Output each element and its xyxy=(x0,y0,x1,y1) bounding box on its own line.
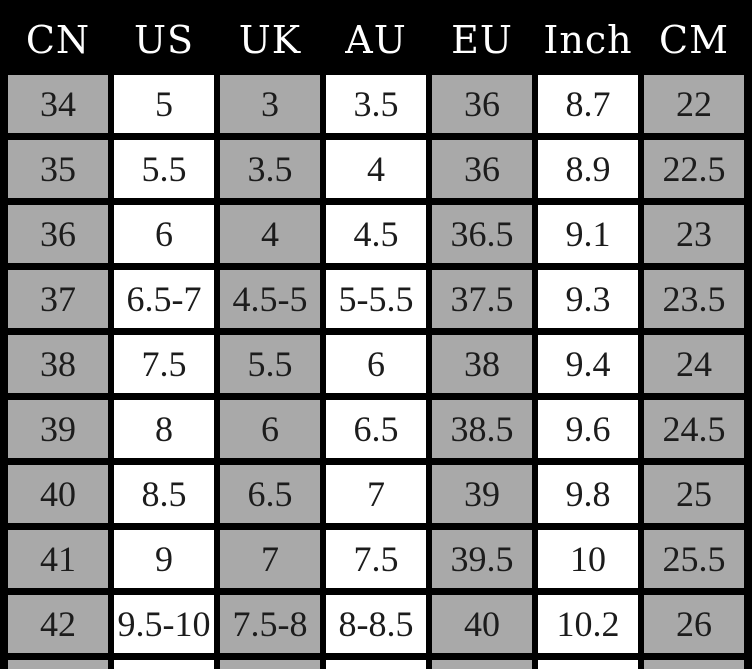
table-cell: 6 xyxy=(220,400,320,458)
table-cell: 38 xyxy=(432,335,532,393)
table-cell: 39 xyxy=(432,465,532,523)
table-cell-partial xyxy=(8,660,108,669)
table-cell: 3.5 xyxy=(326,75,426,133)
table-cell: 5.5 xyxy=(114,140,214,198)
table-cell: 34 xyxy=(8,75,108,133)
table-cell-partial xyxy=(326,660,426,669)
column-header-cn: CN xyxy=(25,18,91,62)
table-cell: 6 xyxy=(114,205,214,263)
table-cell: 7 xyxy=(220,530,320,588)
table-cell: 6.5 xyxy=(220,465,320,523)
table-cell: 9.3 xyxy=(538,270,638,328)
table-cell: 7.5-8 xyxy=(220,595,320,653)
table-cell: 9 xyxy=(114,530,214,588)
table-cell: 22.5 xyxy=(644,140,744,198)
table-cell: 36 xyxy=(432,140,532,198)
table-cell: 25.5 xyxy=(644,530,744,588)
table-cell: 37.5 xyxy=(432,270,532,328)
table-cell: 5-5.5 xyxy=(326,270,426,328)
table-cell: 9.5-10 xyxy=(114,595,214,653)
column-header-us: US xyxy=(133,18,195,62)
table-cell: 37 xyxy=(8,270,108,328)
table-cell-partial xyxy=(644,660,744,669)
table-cell: 3.5 xyxy=(220,140,320,198)
table-cell: 10.2 xyxy=(538,595,638,653)
table-cell: 36 xyxy=(8,205,108,263)
table-cell: 40 xyxy=(8,465,108,523)
table-cell: 8.5 xyxy=(114,465,214,523)
table-cell-partial xyxy=(114,660,214,669)
table-cell: 9.1 xyxy=(538,205,638,263)
table-cell: 7 xyxy=(326,465,426,523)
table-cell: 9.4 xyxy=(538,335,638,393)
table-cell: 7.5 xyxy=(326,530,426,588)
table-body: 34 5 3 3.5 36 8.7 22 35 5.5 3.5 4 36 8.9… xyxy=(0,68,752,669)
table-cell: 7.5 xyxy=(114,335,214,393)
table-cell-partial xyxy=(220,660,320,669)
table-cell: 4 xyxy=(326,140,426,198)
table-cell: 40 xyxy=(432,595,532,653)
table-cell: 10 xyxy=(538,530,638,588)
table-cell: 39.5 xyxy=(432,530,532,588)
column-header-uk: UK xyxy=(238,18,302,62)
table-cell: 26 xyxy=(644,595,744,653)
table-cell: 23.5 xyxy=(644,270,744,328)
table-cell: 5.5 xyxy=(220,335,320,393)
table-cell: 6.5 xyxy=(326,400,426,458)
table-cell: 23 xyxy=(644,205,744,263)
table-cell: 6.5-7 xyxy=(114,270,214,328)
table-cell: 4.5-5 xyxy=(220,270,320,328)
table-cell: 42 xyxy=(8,595,108,653)
table-cell: 24 xyxy=(644,335,744,393)
column-header-au: AU xyxy=(345,18,407,62)
table-cell: 4.5 xyxy=(326,205,426,263)
table-cell: 39 xyxy=(8,400,108,458)
table-cell-partial xyxy=(538,660,638,669)
table-cell-partial xyxy=(432,660,532,669)
table-cell: 8.7 xyxy=(538,75,638,133)
table-cell: 41 xyxy=(8,530,108,588)
table-cell: 24.5 xyxy=(644,400,744,458)
table-cell: 38.5 xyxy=(432,400,532,458)
column-header-cm: CM xyxy=(659,18,729,62)
column-header-inch: Inch xyxy=(543,18,633,62)
table-cell: 9.8 xyxy=(538,465,638,523)
table-cell: 8 xyxy=(114,400,214,458)
table-cell: 25 xyxy=(644,465,744,523)
table-cell: 36 xyxy=(432,75,532,133)
table-cell: 36.5 xyxy=(432,205,532,263)
table-cell: 9.6 xyxy=(538,400,638,458)
table-cell: 5 xyxy=(114,75,214,133)
table-cell: 6 xyxy=(326,335,426,393)
table-header-row: CN US UK AU EU Inch CM xyxy=(0,0,752,68)
table-cell: 3 xyxy=(220,75,320,133)
table-cell: 4 xyxy=(220,205,320,263)
column-header-eu: EU xyxy=(451,18,513,62)
table-cell: 8.9 xyxy=(538,140,638,198)
table-cell: 8-8.5 xyxy=(326,595,426,653)
table-cell: 22 xyxy=(644,75,744,133)
table-cell: 38 xyxy=(8,335,108,393)
table-cell: 35 xyxy=(8,140,108,198)
